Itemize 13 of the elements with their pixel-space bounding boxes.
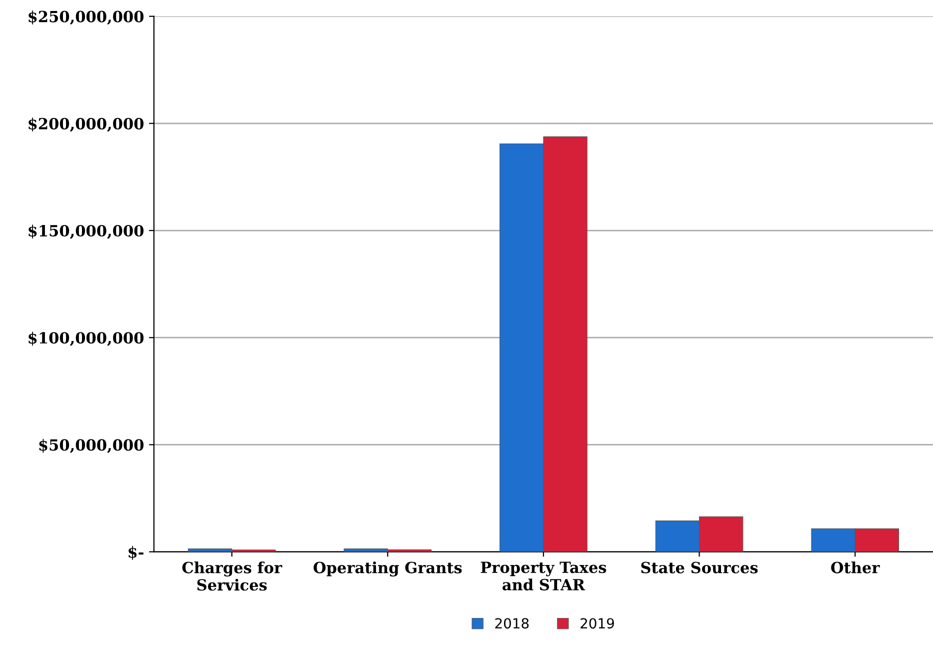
x-tick-label: State Sources (641, 562, 758, 574)
x-tick-label: Charges for Services (182, 562, 282, 591)
legend-label: 2019 (580, 618, 614, 629)
y-tick-label: $200,000,000 (28, 118, 144, 132)
legend-label: 2018 (495, 618, 529, 629)
y-tick-label: $150,000,000 (28, 224, 144, 239)
x-tick-label: Operating Grants (314, 562, 462, 577)
x-tick-label: Property Taxes and STAR (480, 562, 606, 590)
x-tick-label: Other (831, 562, 880, 574)
y-tick-label: $- (128, 546, 144, 560)
y-tick-label: $250,000,000 (28, 10, 144, 25)
y-tick-label: $50,000,000 (39, 438, 144, 454)
y-tick-label: $100,000,000 (28, 332, 144, 346)
